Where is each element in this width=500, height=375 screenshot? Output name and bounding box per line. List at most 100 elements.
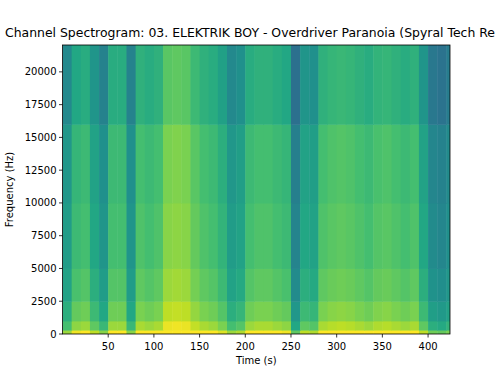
cell: [392, 321, 402, 331]
cell: [254, 203, 264, 269]
cell: [410, 301, 420, 321]
cell: [300, 124, 310, 203]
cell: [163, 124, 173, 203]
cell: [154, 124, 164, 203]
cell: [254, 330, 264, 334]
y-tick: [59, 301, 63, 302]
cell: [328, 45, 338, 125]
cell: [200, 124, 210, 203]
cell: [355, 124, 365, 203]
cell: [282, 301, 292, 321]
cell: [264, 203, 274, 269]
cell: [63, 321, 73, 331]
cell: [172, 301, 182, 321]
cell: [63, 45, 73, 125]
title: Channel Spectrogram: 03. ELEKTRIK BOY - …: [5, 26, 495, 40]
cell: [364, 268, 374, 301]
cell: [428, 330, 438, 334]
cell: [245, 45, 255, 125]
cell: [419, 268, 429, 301]
cell: [209, 45, 219, 125]
cell: [437, 321, 447, 331]
cell: [328, 203, 338, 269]
cell: [227, 268, 237, 301]
cell: [282, 321, 292, 331]
cell: [190, 124, 200, 203]
cell: [355, 330, 365, 334]
cell: [355, 203, 365, 269]
cell: [291, 301, 301, 321]
cell: [227, 301, 237, 321]
cell: [126, 301, 136, 321]
cell: [264, 124, 274, 203]
cell: [392, 203, 402, 269]
cell: [410, 268, 420, 301]
cell: [410, 330, 420, 334]
cell: [401, 203, 411, 269]
cell: [236, 301, 246, 321]
cells: [63, 45, 451, 334]
cell: [63, 124, 73, 203]
cell: [90, 124, 100, 203]
x-tick-label: 50: [102, 341, 115, 352]
cell: [227, 330, 237, 334]
cell: [446, 268, 450, 301]
x-tick: [336, 334, 337, 338]
cell: [108, 321, 118, 331]
cell: [401, 301, 411, 321]
cell: [264, 301, 274, 321]
cell: [245, 268, 255, 301]
x-tick: [199, 334, 200, 338]
cell: [200, 203, 210, 269]
cell: [318, 268, 328, 301]
y-tick-label: 0: [50, 329, 56, 340]
cell: [145, 268, 155, 301]
x-tick-label: 150: [190, 341, 209, 352]
cell: [209, 330, 219, 334]
cell: [355, 268, 365, 301]
cell: [108, 203, 118, 269]
cell: [328, 330, 338, 334]
cell: [428, 203, 438, 269]
cell: [163, 321, 173, 331]
cell: [382, 330, 392, 334]
cell: [273, 268, 283, 301]
cell: [154, 45, 164, 125]
cell: [72, 124, 82, 203]
cell: [136, 330, 146, 334]
y-tick-label: 12500: [25, 165, 57, 176]
cell: [419, 330, 429, 334]
x-tick-label: 300: [327, 341, 346, 352]
y-tick-label: 17500: [25, 99, 57, 110]
cell: [328, 321, 338, 331]
cell: [373, 321, 383, 331]
cell: [218, 321, 228, 331]
cell: [328, 124, 338, 203]
cell: [181, 45, 191, 125]
cell: [401, 321, 411, 331]
cell: [163, 268, 173, 301]
y-tick-label: 10000: [25, 197, 57, 208]
cell: [136, 268, 146, 301]
cell: [337, 301, 347, 321]
cell: [346, 203, 356, 269]
cell: [254, 45, 264, 125]
cell: [90, 321, 100, 331]
cell: [181, 268, 191, 301]
cell: [254, 321, 264, 331]
cell: [437, 203, 447, 269]
cell: [419, 203, 429, 269]
cell: [245, 203, 255, 269]
cell: [282, 45, 292, 125]
cell: [154, 203, 164, 269]
cell: [236, 45, 246, 125]
cell: [291, 321, 301, 331]
cell: [300, 268, 310, 301]
cell: [410, 124, 420, 203]
cell: [227, 45, 237, 125]
cell: [318, 321, 328, 331]
cell: [126, 321, 136, 331]
cell: [99, 330, 109, 334]
cell: [72, 268, 82, 301]
plot-frame: [63, 45, 451, 334]
